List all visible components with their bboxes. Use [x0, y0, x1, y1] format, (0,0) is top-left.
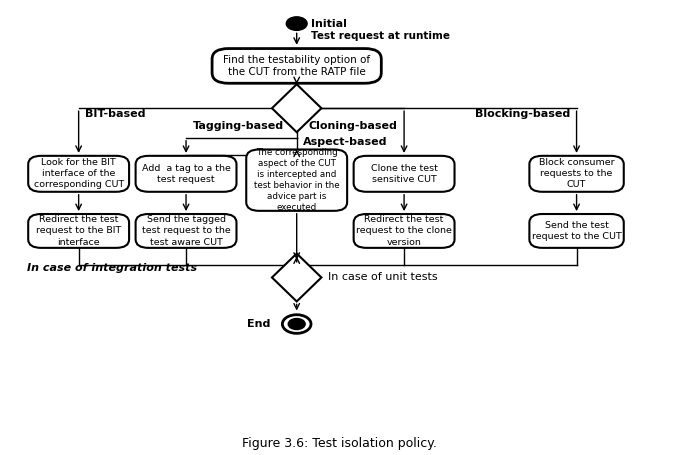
FancyBboxPatch shape — [136, 214, 237, 248]
Text: Initial: Initial — [311, 19, 347, 29]
Text: Tagging-based: Tagging-based — [193, 121, 283, 131]
Text: Blocking-based: Blocking-based — [475, 109, 570, 119]
FancyBboxPatch shape — [530, 214, 624, 248]
Text: In case of unit tests: In case of unit tests — [328, 273, 437, 283]
Text: Find the testability option of
the CUT from the RATP file: Find the testability option of the CUT f… — [223, 55, 370, 77]
Text: Look for the BIT
interface of the
corresponding CUT: Look for the BIT interface of the corres… — [33, 158, 124, 189]
Text: Send the tagged
test request to the
test aware CUT: Send the tagged test request to the test… — [142, 215, 231, 247]
Text: Redirect the test
request to the BIT
interface: Redirect the test request to the BIT int… — [36, 215, 121, 247]
FancyBboxPatch shape — [28, 214, 129, 248]
FancyBboxPatch shape — [354, 214, 454, 248]
FancyBboxPatch shape — [354, 156, 454, 192]
Text: Test request at runtime: Test request at runtime — [311, 31, 450, 41]
Text: Figure 3.6: Test isolation policy.: Figure 3.6: Test isolation policy. — [241, 437, 437, 450]
Text: The corresponding
aspect of the CUT
is intercepted and
test behavior in the
advi: The corresponding aspect of the CUT is i… — [254, 148, 340, 212]
Text: Add  a tag to a the
test request: Add a tag to a the test request — [142, 164, 231, 184]
FancyBboxPatch shape — [136, 156, 237, 192]
Text: Send the test
request to the CUT: Send the test request to the CUT — [532, 221, 622, 241]
Text: Clone the test
sensitive CUT: Clone the test sensitive CUT — [371, 164, 437, 184]
FancyBboxPatch shape — [212, 49, 381, 83]
Circle shape — [286, 17, 307, 30]
Text: Aspect-based: Aspect-based — [303, 137, 388, 147]
Polygon shape — [272, 253, 321, 302]
FancyBboxPatch shape — [530, 156, 624, 192]
Text: Cloning-based: Cloning-based — [308, 121, 397, 131]
Polygon shape — [272, 84, 321, 132]
Text: BIT-based: BIT-based — [85, 109, 146, 119]
Text: Redirect the test
request to the clone
version: Redirect the test request to the clone v… — [356, 215, 452, 247]
Text: End: End — [247, 319, 271, 329]
Text: Block consumer
requests to the
CUT: Block consumer requests to the CUT — [539, 158, 614, 189]
FancyBboxPatch shape — [28, 156, 129, 192]
FancyBboxPatch shape — [246, 150, 347, 211]
Text: In case of integration tests: In case of integration tests — [26, 263, 197, 273]
Circle shape — [288, 318, 305, 329]
